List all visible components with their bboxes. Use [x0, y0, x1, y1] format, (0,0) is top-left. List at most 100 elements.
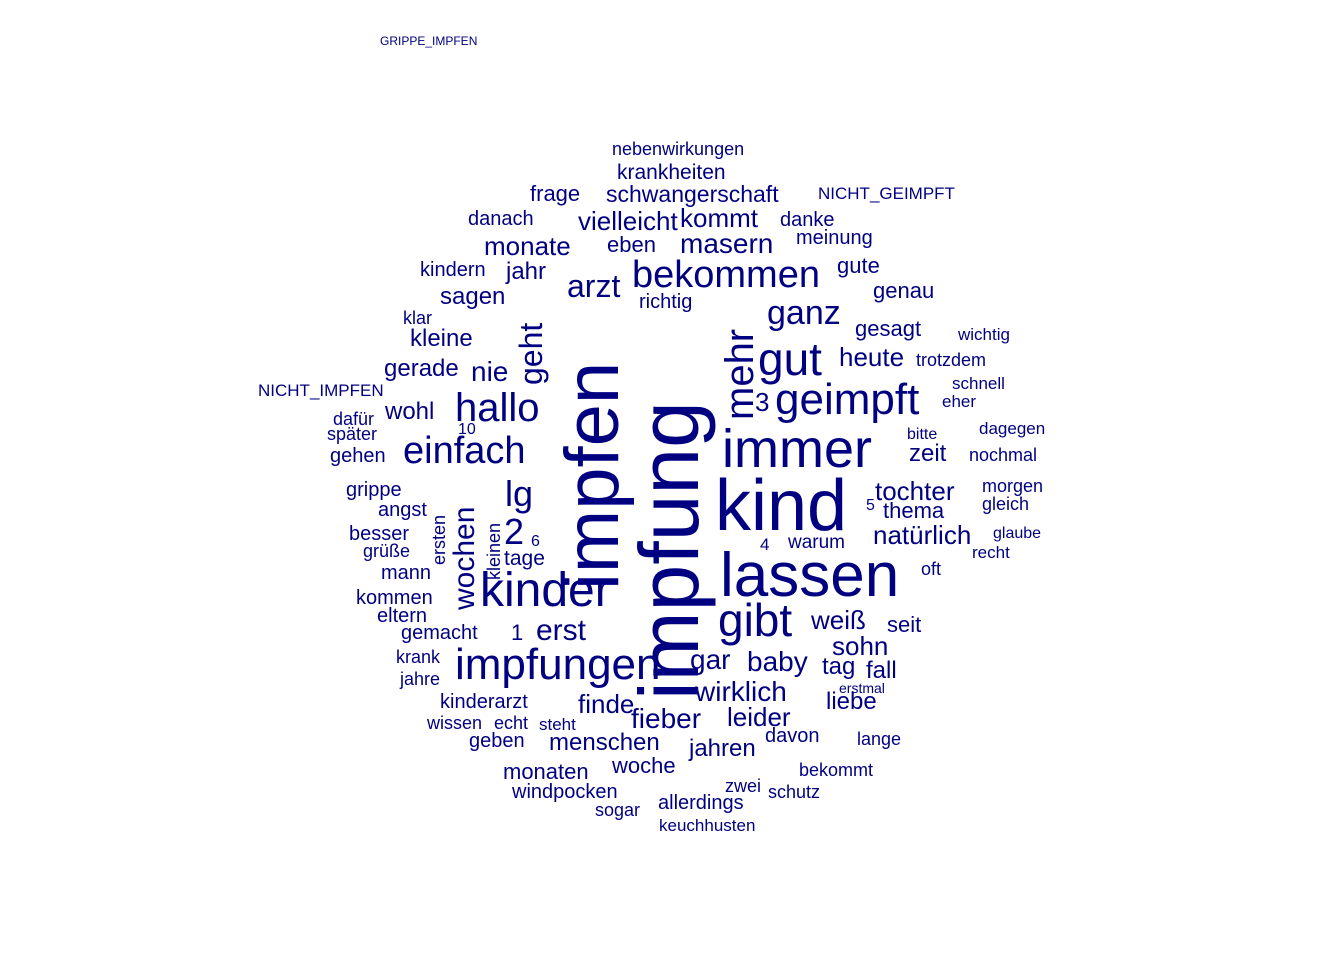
cloud-word: baby [747, 646, 808, 677]
cloud-word: menschen [549, 729, 660, 756]
cloud-word: monate [484, 231, 571, 261]
cloud-word: frage [530, 181, 581, 206]
cloud-word: fieber [631, 703, 702, 734]
cloud-word: immer [722, 419, 872, 479]
cloud-word: bitte [907, 426, 938, 443]
cloud-word: woche [612, 753, 676, 778]
cloud-word: kleine [410, 325, 473, 352]
cloud-word: monaten [503, 759, 589, 784]
cloud-word: masern [680, 228, 774, 259]
cloud-word: allerdings [658, 792, 744, 814]
cloud-word: 3 [755, 387, 770, 417]
cloud-word: tag [822, 653, 856, 680]
cloud-word: wichtig [958, 325, 1010, 344]
cloud-word: lange [857, 729, 902, 749]
cloud-word: erstmal [839, 680, 885, 696]
cloud-word: davon [765, 725, 820, 747]
cloud-word: sohn [832, 631, 889, 661]
cloud-word: NICHT_IMPFEN [258, 381, 384, 400]
cloud-word: bekommt [799, 760, 874, 780]
cloud-word: mann [381, 562, 432, 584]
cloud-word: sogar [595, 800, 641, 820]
cloud-word: wohl [385, 398, 435, 425]
cloud-word: morgen [982, 476, 1044, 496]
cloud-word: steht [539, 715, 576, 734]
cloud-word: krank [396, 647, 441, 667]
cloud-word: gute [837, 253, 880, 278]
cloud-word: 5 [866, 497, 875, 514]
cloud-word: meinung [796, 227, 873, 249]
cloud-word: windpocken [512, 781, 618, 803]
cloud-word: nie [471, 356, 509, 387]
cloud-word: jahr [506, 258, 547, 285]
cloud-word: impfen [550, 361, 635, 590]
cloud-word: später [327, 424, 378, 444]
cloud-word: nochmal [969, 445, 1038, 465]
cloud-word: jahre [400, 669, 441, 689]
cloud-word: gar [690, 644, 731, 675]
cloud-word: gesagt [855, 316, 922, 341]
cloud-word: liebe [826, 688, 877, 715]
cloud-word: einfach [403, 430, 526, 472]
cloud-word: gibt [718, 594, 793, 646]
cloud-word: schutz [768, 782, 821, 802]
cloud-word: seit [887, 612, 922, 637]
cloud-word: sagen [440, 283, 506, 310]
cloud-word: heute [839, 342, 905, 372]
cloud-word: kindern [420, 259, 486, 281]
cloud-word: gehen [330, 445, 386, 467]
cloud-word: ganz [767, 294, 841, 332]
cloud-word: kommen [356, 587, 433, 609]
cloud-word: 4 [760, 535, 770, 554]
cloud-word: geht [513, 322, 549, 385]
cloud-word: klar [403, 308, 433, 328]
cloud-word: grippe [346, 479, 402, 501]
cloud-word: besser [349, 523, 410, 545]
cloud-word: weiß [811, 605, 866, 635]
cloud-word: vielleicht [578, 206, 678, 236]
cloud-word: kinderarzt [440, 691, 528, 713]
cloud-word: 6 [531, 533, 540, 550]
cloud-word: echt [494, 713, 529, 733]
cloud-word: danach [468, 208, 534, 230]
cloud-word: gut [758, 333, 822, 385]
cloud-word: kinder [480, 564, 611, 617]
cloud-word: kommt [680, 203, 758, 233]
cloud-word: bekommen [632, 254, 820, 296]
cloud-word: ersten [429, 514, 449, 565]
cloud-word: wirklich [695, 676, 787, 707]
cloud-word: 2 [504, 511, 525, 552]
cloud-word: schwangerschaft [606, 181, 779, 207]
cloud-word: krankheiten [617, 161, 726, 184]
cloud-word: lg [505, 473, 534, 514]
cloud-word: zwei [725, 776, 762, 796]
cloud-word: kleinen [484, 522, 504, 580]
cloud-word: trotzdem [916, 350, 987, 370]
cloud-word: arzt [567, 268, 621, 304]
cloud-word: wochen [448, 506, 481, 610]
cloud-word: recht [972, 543, 1010, 562]
cloud-word: eltern [377, 605, 428, 627]
cloud-word: thema [883, 498, 945, 523]
cloud-word: geimpft [775, 375, 920, 424]
cloud-word: natürlich [873, 520, 972, 550]
cloud-word: lassen [720, 541, 900, 610]
cloud-word: dagegen [979, 419, 1046, 438]
cloud-word: wissen [427, 713, 483, 733]
cloud-word: hallo [455, 386, 540, 430]
cloud-word: NICHT_GEIMPFT [818, 184, 955, 203]
cloud-word: tochter [875, 476, 955, 506]
cloud-word: keuchhusten [659, 816, 756, 835]
cloud-word: 10 [458, 421, 476, 438]
cloud-word: eher [942, 392, 977, 411]
cloud-word: impfungen [455, 640, 661, 689]
cloud-word: gerade [384, 355, 459, 382]
cloud-word: tage [504, 547, 545, 570]
cloud-word: erst [536, 614, 587, 647]
cloud-word: kind [715, 466, 848, 546]
cloud-word: schnell [952, 374, 1005, 393]
cloud-word: genau [873, 278, 935, 303]
cloud-word: eben [607, 232, 656, 257]
cloud-word: danke [780, 209, 835, 231]
